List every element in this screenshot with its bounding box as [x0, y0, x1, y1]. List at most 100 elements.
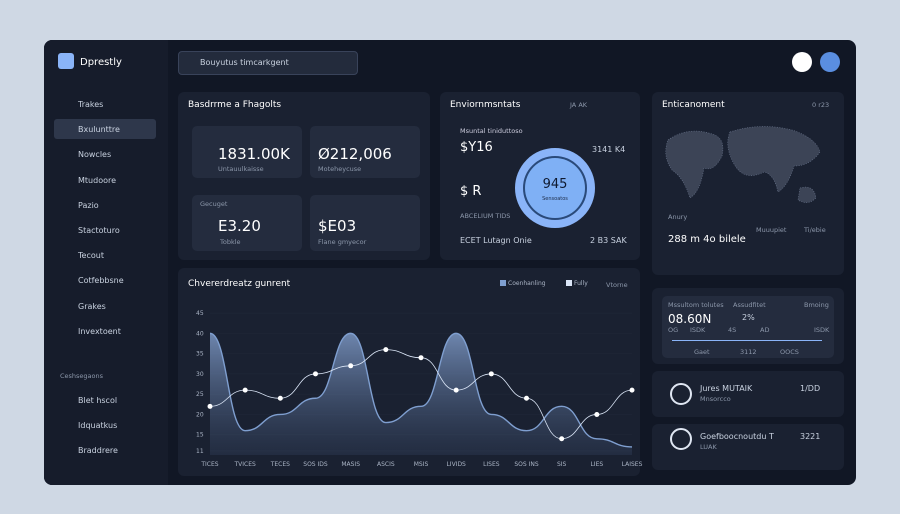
- cell: OG: [668, 326, 679, 334]
- cell: AD: [760, 326, 770, 334]
- point: [348, 363, 354, 369]
- panel-title: Enticanoment: [662, 100, 725, 110]
- donut-value: 945: [543, 177, 568, 192]
- point: [559, 436, 565, 442]
- logo: [58, 53, 74, 69]
- y-tick-label: 20: [196, 411, 204, 418]
- stat-label: Flane gmyecor: [318, 238, 367, 246]
- nav-item[interactable]: Braddrere: [78, 446, 118, 455]
- section-label: Ceshsegaons: [60, 372, 104, 380]
- col-header: Assudfitet: [733, 301, 766, 309]
- point: [242, 387, 248, 393]
- nav-active[interactable]: [54, 119, 156, 140]
- nav-item[interactable]: Blet hscol: [78, 396, 118, 405]
- item-title: Goefboocnoutdu T: [700, 432, 774, 441]
- nav-item[interactable]: Stactoturo: [78, 226, 120, 235]
- world-map: [665, 126, 821, 203]
- nav-item[interactable]: Grakes: [78, 301, 106, 311]
- panel-title: Basdrrme a Fhagolts: [188, 100, 282, 110]
- point: [488, 371, 494, 377]
- stat-card[interactable]: [310, 126, 420, 178]
- cell: 3112: [740, 348, 757, 356]
- panel-title: Enviornmsntats: [450, 100, 521, 110]
- avatar[interactable]: [820, 52, 840, 72]
- stat-label: Tobkle: [220, 238, 241, 246]
- stat-value: 1831.00K: [218, 145, 290, 163]
- donut-center: [525, 158, 585, 218]
- y-tick-label: 15: [196, 432, 204, 439]
- point: [277, 395, 283, 401]
- nav-item[interactable]: Idquatkus: [78, 421, 118, 430]
- x-tick-label: TVICES: [234, 461, 257, 468]
- point: [594, 411, 600, 417]
- chart-button[interactable]: Vtorne: [606, 281, 628, 289]
- point: [313, 371, 318, 377]
- subtitle: Msuntal tiniduttoso: [460, 127, 523, 135]
- chart: 11 15 20 25 30 35 40 45 TICES TVICES TECES SOS IDS M…: [196, 280, 643, 468]
- col-header: Mssultom tolutes: [668, 301, 724, 309]
- y-tick-label: 45: [196, 310, 204, 317]
- item-value: 3221: [800, 432, 821, 441]
- stat-value: Ø212,006: [318, 145, 392, 163]
- nav-item[interactable]: Tecout: [78, 251, 104, 261]
- x-tick-label: MASIS: [341, 461, 360, 468]
- x-tick-label: TICES: [200, 461, 218, 468]
- map-label: Anury: [668, 213, 688, 221]
- point: [524, 395, 529, 401]
- nav-item[interactable]: Nowcles: [78, 150, 112, 160]
- x-tick-label: LAISES: [622, 461, 643, 468]
- x-tick-label: LIVIDS: [446, 461, 466, 468]
- item-sub: LUAK: [700, 443, 717, 451]
- legend-swatch: [566, 280, 572, 286]
- stat-top: Gecuget: [200, 200, 228, 208]
- cell: ISDK: [814, 326, 830, 334]
- chart-title: Chvererdreatz gunrent: [188, 279, 291, 289]
- x-tick-label: LIES: [590, 461, 603, 468]
- legend-label: Coenhanling: [508, 280, 546, 287]
- donut-label: Sensoatos: [542, 196, 568, 202]
- nav-item[interactable]: Cotfebbsne: [78, 276, 124, 286]
- map-stat: 288 m 4o bilele: [668, 234, 746, 245]
- point: [207, 403, 213, 409]
- x-tick-label: SIS: [557, 461, 567, 468]
- x-tick-label: SOS IDS: [303, 461, 328, 468]
- x-tick-label: MSIS: [414, 461, 429, 468]
- map-stat: Ti/ebie: [804, 226, 826, 234]
- panel: [652, 92, 844, 275]
- x-tick-label: TECES: [270, 461, 290, 468]
- brand: Dprestly: [80, 57, 122, 68]
- legend-swatch: [500, 280, 506, 286]
- y-tick-label: 40: [196, 330, 204, 337]
- nav-item[interactable]: Pazio: [78, 200, 99, 210]
- stat-card[interactable]: [310, 195, 420, 251]
- x-tick-label: LISES: [483, 461, 500, 468]
- nav-item[interactable]: Invextoent: [78, 326, 121, 336]
- point: [629, 387, 635, 393]
- value: 3141 K4: [592, 145, 626, 154]
- x-tick-label: ASCIS: [377, 461, 395, 468]
- stat-card[interactable]: [192, 126, 302, 178]
- point: [418, 355, 424, 361]
- item-value: 1/DD: [800, 384, 821, 393]
- panel-meta: 0 r23: [812, 101, 830, 109]
- avatar[interactable]: [792, 52, 812, 72]
- table-card: [662, 296, 834, 358]
- search-box[interactable]: [178, 51, 358, 75]
- footer: 2 B3 SAK: [590, 236, 627, 245]
- sidebar: [44, 40, 168, 485]
- cell: 4S: [728, 326, 737, 334]
- icon: [670, 428, 692, 450]
- item-title: Jures MUTAIK: [700, 384, 753, 393]
- icon: [670, 383, 692, 405]
- point: [383, 347, 389, 353]
- nav-item[interactable]: Bxulunttre: [78, 125, 120, 135]
- cell: OOCS: [780, 348, 799, 356]
- cell: ISDK: [690, 326, 706, 334]
- y-tick-label: 25: [196, 391, 204, 398]
- nav-item[interactable]: Mtudoore: [78, 175, 117, 185]
- nav-item[interactable]: Trakes: [78, 100, 104, 109]
- stat-card[interactable]: [192, 195, 302, 251]
- legend-label: Fully: [574, 280, 588, 287]
